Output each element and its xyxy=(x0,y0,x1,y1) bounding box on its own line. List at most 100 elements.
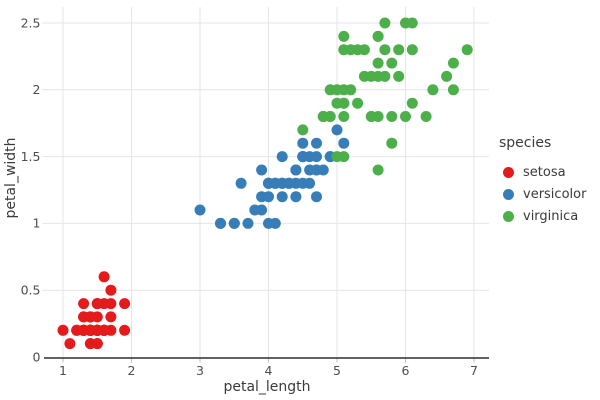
data-point-versicolor xyxy=(269,217,281,229)
data-point-virginica xyxy=(379,44,391,56)
y-tick-label: 0.5 xyxy=(21,283,41,298)
legend-item-virginica: virginica xyxy=(499,205,586,227)
legend-label: virginica xyxy=(523,208,579,224)
data-point-virginica xyxy=(345,44,357,56)
data-point-versicolor xyxy=(235,177,247,189)
data-point-virginica xyxy=(441,70,453,82)
data-point-virginica xyxy=(372,70,384,82)
data-point-versicolor xyxy=(290,164,302,176)
y-tick-label: 1.5 xyxy=(21,149,41,164)
legend-title: species xyxy=(499,135,552,151)
data-point-versicolor xyxy=(276,151,288,163)
data-point-versicolor xyxy=(276,191,288,203)
data-point-setosa xyxy=(84,324,96,336)
data-point-versicolor xyxy=(228,217,240,229)
data-point-versicolor xyxy=(304,177,316,189)
data-point-versicolor xyxy=(338,137,350,149)
data-point-virginica xyxy=(338,151,350,163)
legend-marker-setosa xyxy=(503,166,514,178)
y-tick-label: 0 xyxy=(33,349,41,364)
legend-marker-virginica xyxy=(503,210,514,222)
data-point-virginica xyxy=(358,44,370,56)
data-point-versicolor xyxy=(283,177,295,189)
data-point-virginica xyxy=(406,17,418,29)
y-axis-label: petal_width xyxy=(3,137,19,218)
data-point-setosa xyxy=(119,298,131,310)
data-point-versicolor xyxy=(331,124,343,136)
data-point-virginica xyxy=(406,97,418,109)
data-point-virginica xyxy=(386,137,398,149)
data-point-setosa xyxy=(84,338,96,350)
legend-label: setosa xyxy=(523,164,566,180)
data-point-virginica xyxy=(447,84,459,96)
data-point-virginica xyxy=(427,84,439,96)
legend-marker-versicolor xyxy=(503,188,514,200)
data-point-virginica xyxy=(324,84,336,96)
data-point-virginica xyxy=(386,111,398,122)
data-point-setosa xyxy=(91,298,103,310)
x-tick-label: 2 xyxy=(128,363,136,378)
data-point-virginica xyxy=(372,164,384,176)
data-point-versicolor xyxy=(297,151,309,163)
data-point-virginica xyxy=(386,57,398,69)
legend-item-setosa: setosa xyxy=(499,161,586,183)
data-point-versicolor xyxy=(297,137,309,149)
data-point-setosa xyxy=(84,311,96,323)
data-point-setosa xyxy=(98,271,110,283)
data-point-virginica xyxy=(393,70,405,82)
x-tick-label: 5 xyxy=(333,363,341,378)
data-point-virginica xyxy=(352,97,364,109)
data-point-versicolor xyxy=(194,204,206,216)
data-point-virginica xyxy=(358,70,370,82)
legend-label: versicolor xyxy=(523,186,587,202)
data-point-virginica xyxy=(379,17,391,29)
data-point-virginica xyxy=(331,97,343,109)
x-tick-label: 4 xyxy=(265,363,273,378)
x-axis-label: petal_length xyxy=(223,379,310,395)
data-point-virginica xyxy=(317,111,329,122)
x-tick-label: 7 xyxy=(470,363,478,378)
data-point-virginica xyxy=(420,111,432,122)
data-point-virginica xyxy=(393,44,405,56)
data-point-virginica xyxy=(447,57,459,69)
data-point-setosa xyxy=(57,324,69,336)
legend: species setosa versicolor virginica xyxy=(499,135,586,227)
data-point-virginica xyxy=(365,111,377,122)
x-tick-label: 3 xyxy=(196,363,204,378)
data-point-setosa xyxy=(119,324,131,336)
legend-items: setosa versicolor virginica xyxy=(499,161,586,227)
data-point-versicolor xyxy=(263,191,274,203)
data-point-versicolor xyxy=(311,151,322,163)
data-point-virginica xyxy=(345,84,357,96)
x-tick-label: 1 xyxy=(59,363,67,378)
data-point-virginica xyxy=(406,44,418,56)
y-tick-label: 2 xyxy=(33,82,41,97)
data-point-virginica xyxy=(372,30,384,42)
data-point-versicolor xyxy=(256,164,268,176)
data-point-versicolor xyxy=(269,177,281,189)
data-point-virginica xyxy=(461,44,473,56)
data-point-setosa xyxy=(78,298,90,310)
data-point-virginica xyxy=(372,57,384,69)
data-point-versicolor xyxy=(311,137,322,149)
y-tick-label: 2.5 xyxy=(21,15,41,30)
data-point-virginica xyxy=(400,111,411,122)
data-point-virginica xyxy=(338,111,350,122)
data-point-versicolor xyxy=(215,217,226,229)
axis-layer: 1 2 3 4 5 6 7 0 0.5 1 1.5 2 2.5 xyxy=(21,15,489,378)
data-point-versicolor xyxy=(249,204,261,216)
data-point-versicolor xyxy=(317,164,329,176)
data-point-setosa xyxy=(64,338,76,350)
points-layer xyxy=(57,17,473,350)
data-point-versicolor xyxy=(304,164,316,176)
data-point-versicolor xyxy=(290,191,302,203)
data-point-virginica xyxy=(297,124,309,136)
x-tick-label: 6 xyxy=(402,363,410,378)
data-point-virginica xyxy=(338,30,350,42)
data-point-setosa xyxy=(105,284,117,296)
data-point-setosa xyxy=(105,311,117,323)
y-tick-label: 1 xyxy=(33,216,41,231)
data-point-versicolor xyxy=(311,191,322,203)
